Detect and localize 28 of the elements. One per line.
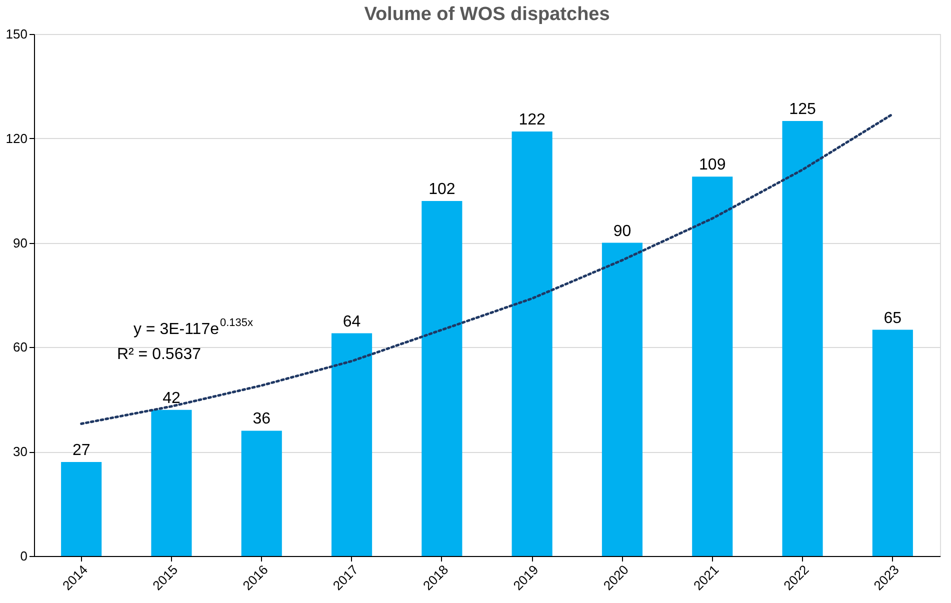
data-label: 65 — [884, 310, 902, 327]
y-tick-label: 150 — [6, 26, 28, 42]
bar — [512, 131, 552, 556]
y-tick-label: 0 — [20, 548, 28, 564]
y-tick-label: 60 — [13, 340, 28, 355]
data-label: 36 — [252, 410, 271, 428]
data-label: 109 — [699, 156, 726, 174]
chart-title: Volume of WOS dispatches — [364, 4, 610, 25]
y-tick-label: 30 — [13, 444, 28, 460]
bar — [872, 330, 913, 556]
bar — [241, 430, 282, 556]
data-label: 64 — [342, 313, 361, 330]
bar — [782, 121, 823, 556]
data-label: 102 — [428, 181, 456, 198]
y-tick-label: 120 — [6, 130, 28, 146]
bar — [422, 201, 462, 556]
bar — [61, 462, 102, 556]
bar — [602, 242, 643, 556]
annotation: R² = 0.5637 — [116, 346, 202, 363]
bar — [331, 333, 372, 556]
data-label: 125 — [789, 101, 816, 118]
bar — [692, 176, 733, 556]
data-label: 42 — [162, 390, 180, 407]
bar — [151, 410, 192, 556]
data-label: 122 — [518, 111, 546, 128]
data-label: 27 — [72, 442, 90, 460]
y-tick-label: 90 — [13, 235, 28, 250]
data-label: 90 — [613, 222, 632, 240]
